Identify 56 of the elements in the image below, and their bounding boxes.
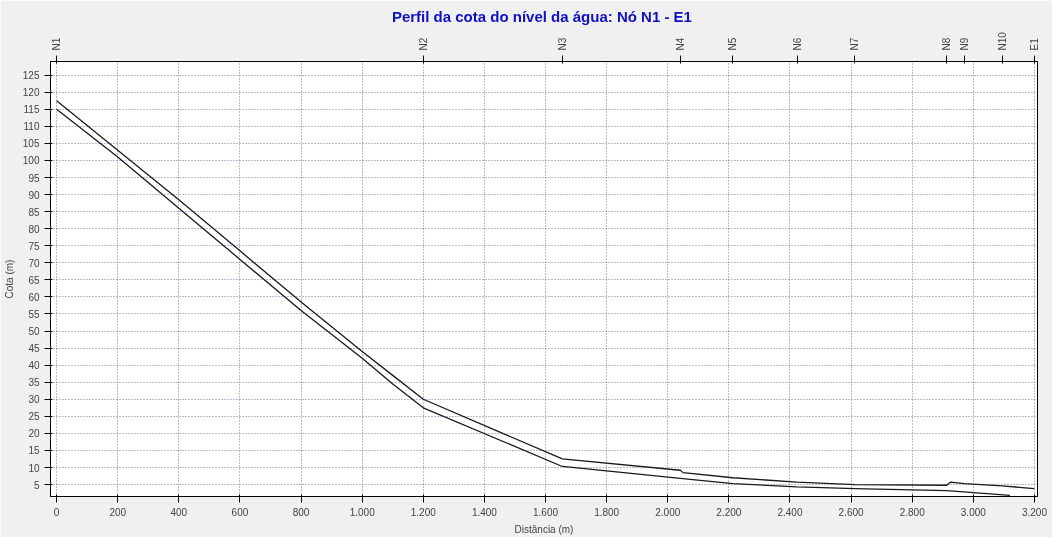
ref-line-label: N7 <box>849 37 861 51</box>
y-tick-label: 125 <box>22 70 40 82</box>
ref-line-label: N5 <box>727 37 739 51</box>
y-tick-label: 100 <box>22 155 40 167</box>
y-tick-label: 110 <box>23 121 40 133</box>
x-tick-label: 0 <box>53 506 60 518</box>
ref-line-label: N2 <box>417 37 429 51</box>
x-tick-label: 200 <box>109 506 127 518</box>
ref-line-label: N4 <box>674 37 686 51</box>
x-tick-label: 3.000 <box>960 506 987 518</box>
y-tick-label: 105 <box>22 138 40 150</box>
x-tick-label: 2.200 <box>716 506 742 518</box>
ref-line-label: N8 <box>941 37 953 51</box>
y-tick-label: 20 <box>28 428 40 440</box>
y-tick-label: 50 <box>28 326 40 338</box>
ref-line-label: N10 <box>996 31 1008 51</box>
x-tick-label: 400 <box>170 506 188 518</box>
y-axis-title: Cota (m) <box>3 259 15 299</box>
chart-title: Perfil da cota do nível da água: Nó N1 - E1 <box>391 7 692 25</box>
y-tick-label: 10 <box>28 462 40 474</box>
y-tick-label: 35 <box>28 377 40 389</box>
y-tick-label: 85 <box>28 206 40 218</box>
x-tick-label: 3.200 <box>1021 506 1048 518</box>
ref-line-label: N1 <box>51 37 63 51</box>
y-tick-label: 75 <box>28 240 40 252</box>
y-tick-label: 120 <box>22 87 40 99</box>
y-tick-label: 80 <box>28 223 40 235</box>
ref-line-label: N3 <box>556 37 568 51</box>
y-tick-label: 60 <box>28 291 40 303</box>
y-tick-label: 70 <box>28 257 40 269</box>
x-tick-label: 800 <box>292 506 310 518</box>
x-tick-label: 1.200 <box>410 506 437 518</box>
y-tick-label: 45 <box>28 343 40 355</box>
y-tick-label: 95 <box>28 172 40 184</box>
y-tick-label: 15 <box>28 445 40 457</box>
y-tick-label: 5 <box>33 479 40 491</box>
y-tick-label: 30 <box>28 394 40 406</box>
x-axis-title: Distância (m) <box>514 523 574 535</box>
x-tick-label: 2.000 <box>655 506 681 518</box>
y-tick-label: 115 <box>23 104 40 116</box>
x-tick-label: 1.800 <box>594 506 620 518</box>
x-tick-label: 600 <box>231 506 249 518</box>
x-tick-label: 1.000 <box>349 506 376 518</box>
x-tick-label: 2.400 <box>777 506 803 518</box>
x-tick-label: 1.600 <box>533 506 559 518</box>
x-tick-label: 1.400 <box>471 506 498 518</box>
y-tick-label: 65 <box>28 274 40 286</box>
y-tick-label: 40 <box>28 360 40 372</box>
ref-line-label: N9 <box>958 37 970 51</box>
ref-line-label: N6 <box>791 37 803 51</box>
x-tick-label: 2.600 <box>838 506 865 518</box>
y-tick-label: 25 <box>28 411 40 423</box>
ref-line-label: E1 <box>1028 37 1040 51</box>
x-tick-label: 2.800 <box>899 506 926 518</box>
y-tick-label: 90 <box>28 189 40 201</box>
y-tick-label: 55 <box>28 308 40 320</box>
